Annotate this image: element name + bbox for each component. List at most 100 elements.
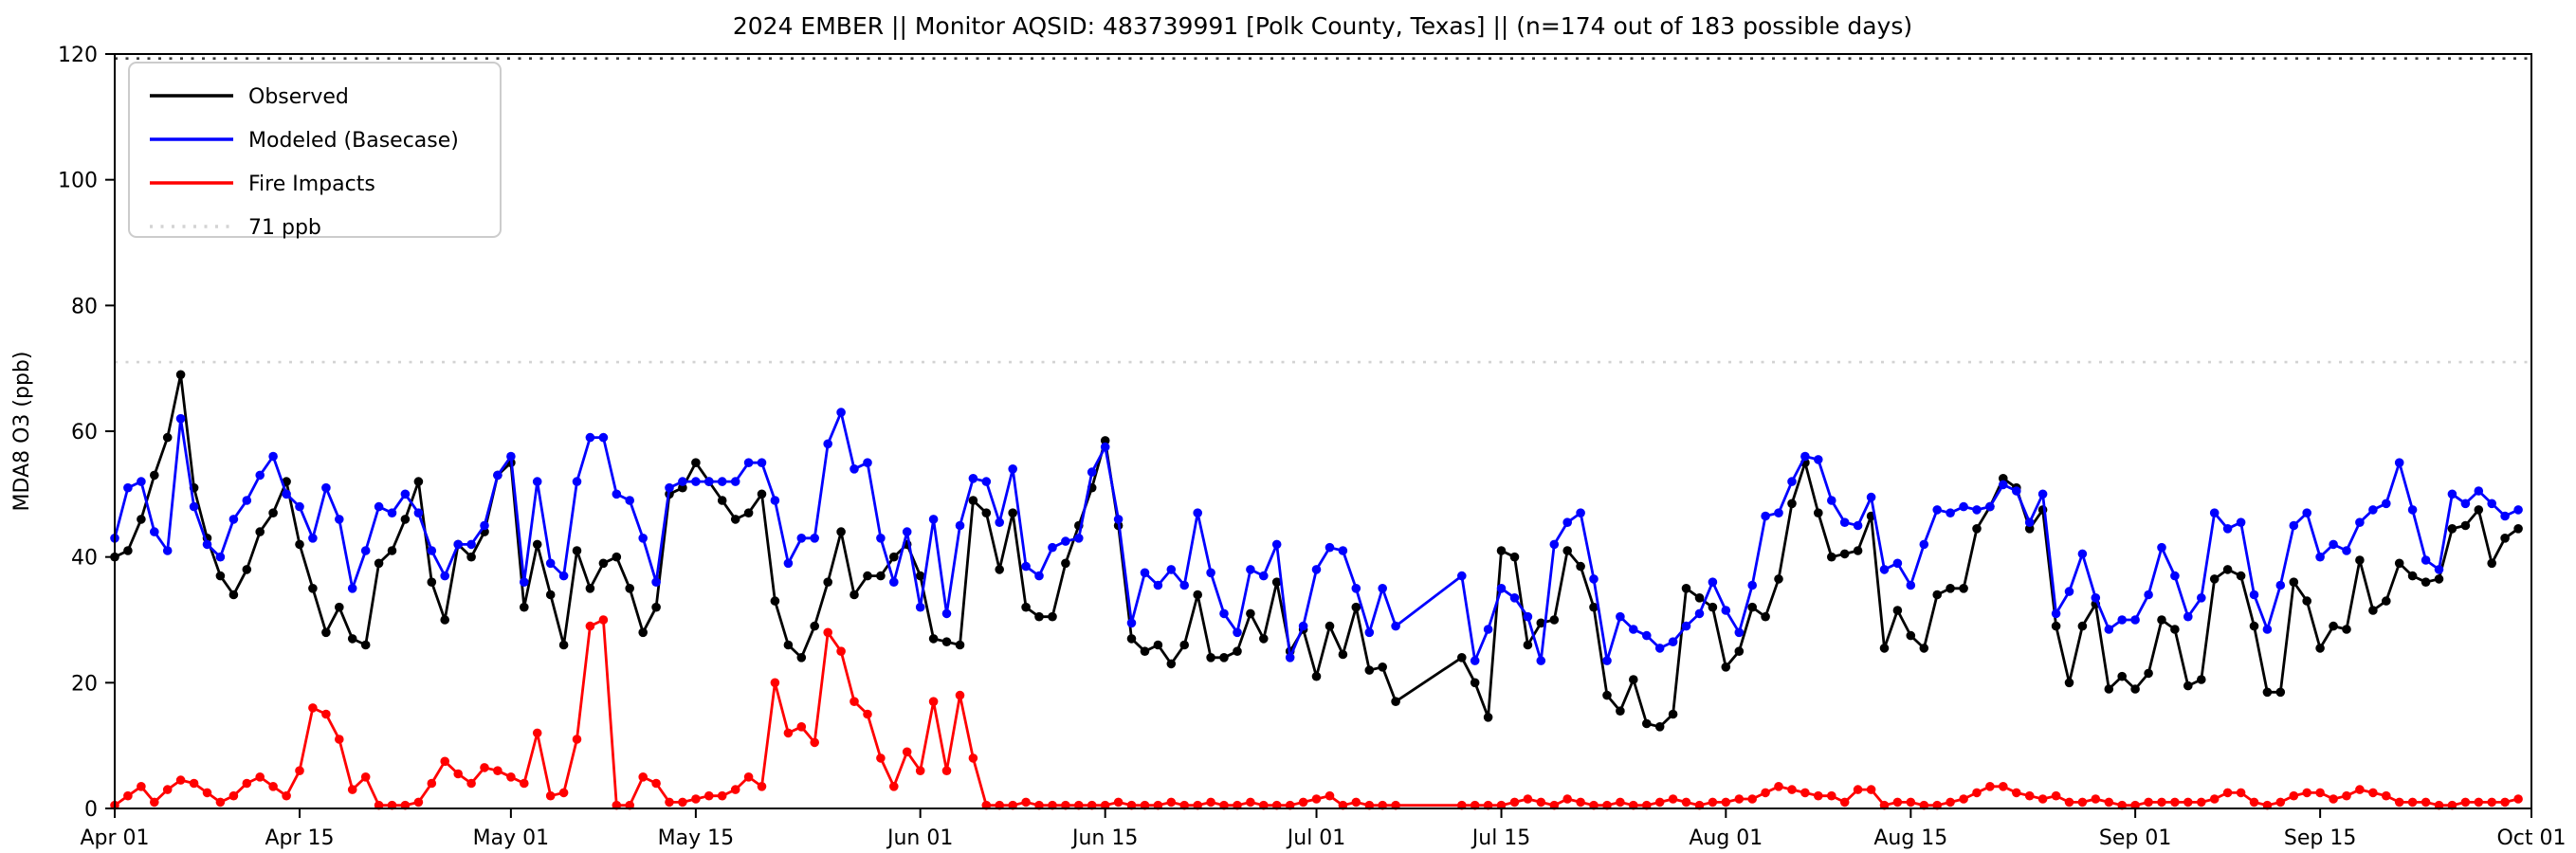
data-point-modeled-basecase — [175, 413, 186, 424]
data-point-modeled-basecase — [704, 477, 714, 486]
data-point-observed — [1483, 713, 1493, 722]
data-point-observed — [2117, 671, 2127, 681]
data-point-fire-impacts — [1576, 797, 1585, 808]
data-point-fire-impacts — [2051, 790, 2061, 801]
data-point-observed — [1589, 602, 1599, 612]
data-point-fire-impacts — [2064, 797, 2074, 808]
data-point-fire-impacts — [1721, 797, 1731, 808]
data-point-observed — [374, 558, 384, 569]
data-point-observed — [1774, 574, 1783, 584]
data-point-modeled-basecase — [1734, 627, 1745, 638]
y-axis-ticks: 0 20 40 60 80 100 120 — [58, 44, 115, 822]
data-point-modeled-basecase — [1061, 536, 1070, 546]
data-point-modeled-basecase — [810, 534, 819, 543]
data-point-fire-impacts — [228, 790, 239, 801]
data-point-modeled-basecase — [2222, 524, 2233, 534]
data-point-modeled-basecase — [1021, 561, 1031, 572]
data-point-fire-impacts — [1246, 797, 1255, 808]
data-point-observed — [743, 508, 754, 517]
data-point-observed — [1166, 659, 1177, 669]
data-point-modeled-basecase — [1814, 455, 1823, 464]
data-point-observed — [889, 552, 899, 562]
data-point-fire-impacts — [1523, 794, 1533, 804]
data-point-observed — [1496, 546, 1507, 555]
data-point-observed — [150, 470, 159, 481]
data-point-modeled-basecase — [678, 477, 687, 486]
data-point-modeled-basecase — [902, 527, 912, 536]
data-point-modeled-basecase — [2487, 499, 2496, 509]
data-point-modeled-basecase — [2130, 615, 2140, 625]
data-point-modeled-basecase — [2077, 549, 2088, 559]
data-point-modeled-basecase — [2355, 517, 2365, 527]
data-point-fire-impacts — [2421, 797, 2431, 808]
data-point-modeled-basecase — [2460, 499, 2471, 509]
data-point-observed — [1364, 665, 1375, 675]
data-point-observed — [783, 640, 794, 650]
data-point-fire-impacts — [335, 735, 344, 744]
legend-label: Modeled (Basecase) — [248, 129, 459, 153]
data-point-observed — [2447, 524, 2457, 534]
data-point-fire-impacts — [532, 728, 542, 738]
data-point-observed — [796, 653, 807, 662]
x-tick-label: May 15 — [658, 826, 734, 850]
data-point-fire-impacts — [783, 728, 794, 738]
data-point-modeled-basecase — [123, 482, 133, 493]
data-point-modeled-basecase — [1008, 464, 1017, 474]
data-point-fire-impacts — [1814, 790, 1823, 801]
data-point-modeled-basecase — [2289, 520, 2299, 531]
data-point-observed — [1008, 508, 1017, 517]
data-point-modeled-basecase — [335, 515, 344, 524]
data-point-modeled-basecase — [255, 470, 265, 481]
data-point-observed — [175, 370, 186, 380]
data-point-modeled-basecase — [1193, 508, 1202, 517]
data-point-modeled-basecase — [1932, 505, 1942, 515]
data-point-fire-impacts — [255, 772, 265, 782]
data-point-modeled-basecase — [1140, 568, 1150, 578]
data-point-observed — [1378, 662, 1387, 672]
data-point-observed — [2236, 571, 2246, 581]
data-point-modeled-basecase — [2051, 608, 2061, 619]
data-point-modeled-basecase — [268, 451, 278, 462]
data-point-observed — [2130, 684, 2140, 694]
data-point-modeled-basecase — [520, 577, 529, 587]
legend: Observed Modeled (Basecase) Fire Impacts 71… — [128, 62, 502, 240]
data-point-fire-impacts — [2302, 788, 2311, 798]
data-point-observed — [1391, 697, 1400, 706]
data-point-modeled-basecase — [1034, 571, 1044, 581]
data-point-observed — [1206, 653, 1215, 662]
data-point-observed — [915, 571, 925, 581]
data-point-fire-impacts — [2329, 794, 2338, 804]
data-point-observed — [2289, 577, 2299, 587]
data-point-modeled-basecase — [282, 489, 291, 499]
data-point-modeled-basecase — [1668, 637, 1678, 646]
data-point-observed — [1747, 602, 1757, 612]
data-point-modeled-basecase — [1378, 584, 1387, 593]
data-point-modeled-basecase — [2183, 611, 2193, 622]
data-point-observed — [162, 432, 173, 443]
data-point-observed — [1549, 615, 1560, 625]
data-point-observed — [1219, 653, 1229, 662]
data-point-observed — [2315, 644, 2325, 653]
data-point-observed — [1509, 552, 1520, 562]
y-axis-label: MDA8 O3 (ppb) — [10, 352, 34, 512]
data-point-fire-impacts — [1839, 797, 1850, 808]
data-point-modeled-basecase — [1246, 565, 1255, 574]
data-point-observed — [1470, 678, 1480, 688]
data-point-modeled-basecase — [242, 496, 252, 505]
data-point-modeled-basecase — [770, 496, 780, 505]
data-point-fire-impacts — [2091, 794, 2101, 804]
data-point-fire-impacts — [638, 772, 648, 782]
data-point-fire-impacts — [1616, 797, 1625, 808]
data-point-observed — [1972, 524, 1982, 534]
data-point-fire-impacts — [2024, 790, 2035, 801]
data-point-fire-impacts — [427, 778, 437, 789]
data-point-modeled-basecase — [1233, 627, 1242, 638]
data-point-modeled-basecase — [1311, 565, 1322, 574]
data-point-modeled-basecase — [1523, 611, 1533, 622]
data-point-fire-impacts — [796, 722, 807, 732]
data-point-observed — [268, 508, 278, 517]
data-point-modeled-basecase — [995, 517, 1004, 527]
data-point-modeled-basecase — [2209, 508, 2220, 517]
data-point-fire-impacts — [836, 646, 846, 656]
data-point-observed — [1827, 552, 1836, 562]
